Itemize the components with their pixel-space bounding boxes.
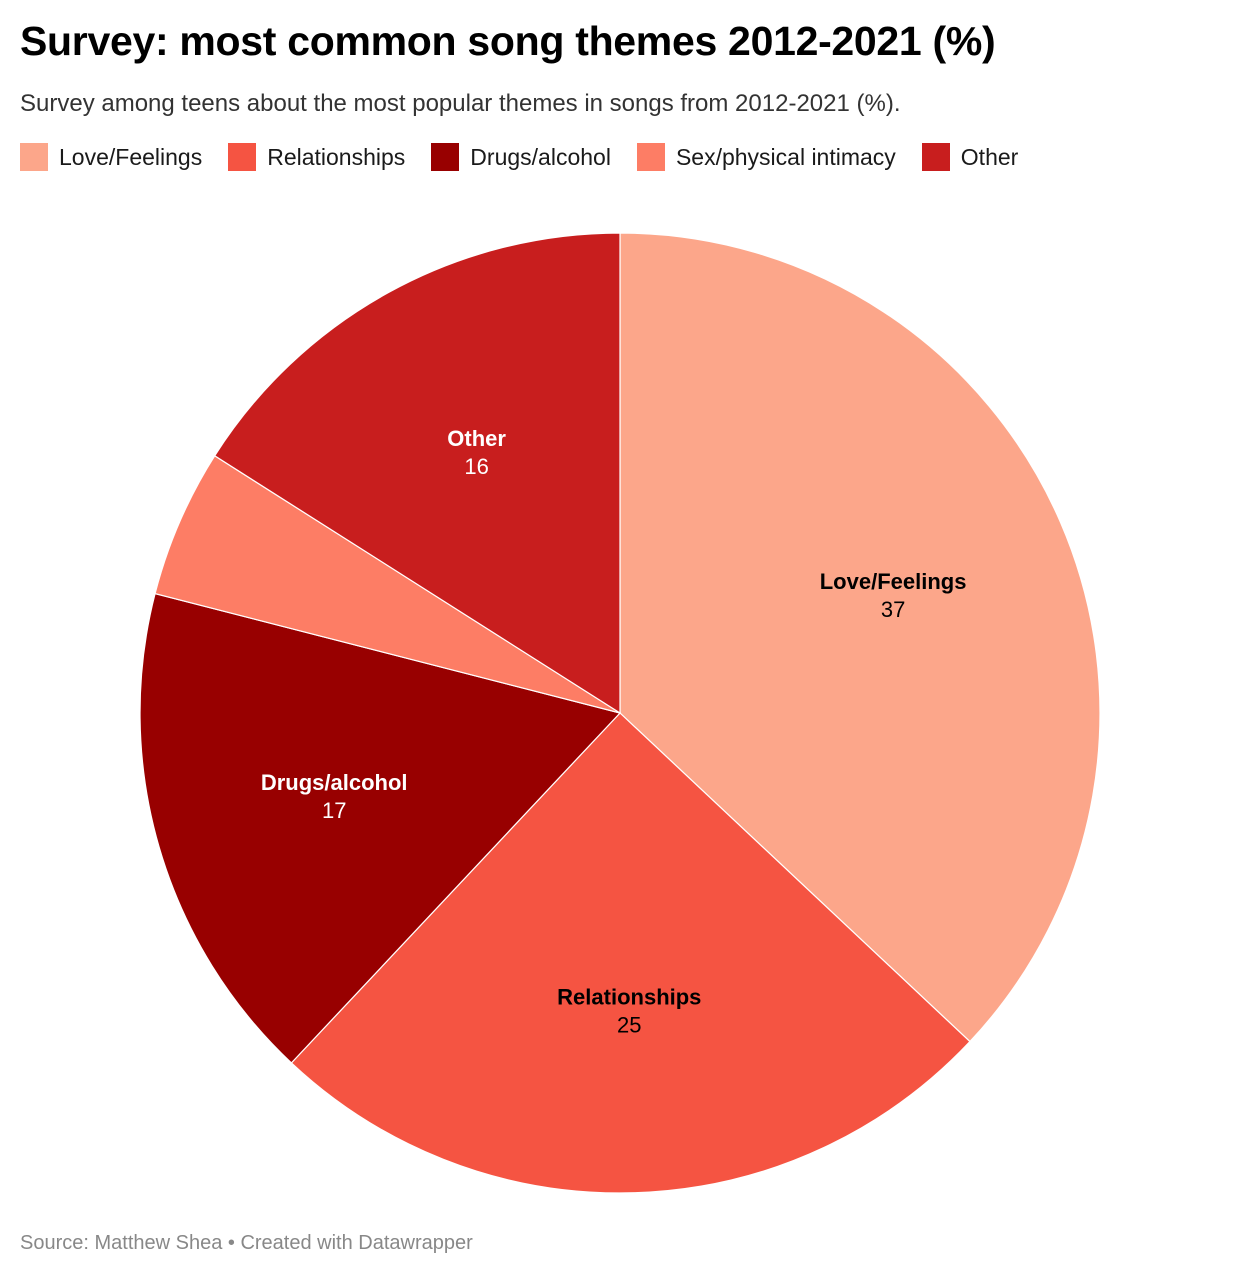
legend-swatch xyxy=(921,143,950,171)
legend-swatch xyxy=(636,143,665,171)
slice-value-love-feelings: 37 xyxy=(881,597,905,622)
pie-slice-love-feelings xyxy=(619,232,1101,1043)
legend: Love/Feelings Relationships Drugs/alcoho… xyxy=(20,143,1044,171)
legend-label: Other xyxy=(960,143,1019,170)
slice-label-other: Other xyxy=(447,426,506,451)
pie-slice-drugs-alcohol xyxy=(139,592,622,1064)
legend-item-sex-physical-intimacy: Sex/physical intimacy xyxy=(636,143,896,171)
slice-label-love-feelings: Love/Feelings xyxy=(820,569,967,594)
source-note: Source: Matthew Shea • Created with Data… xyxy=(20,1232,473,1254)
pie-slice-other xyxy=(213,232,621,715)
legend-item-other: Other xyxy=(921,143,1019,171)
legend-label: Sex/physical intimacy xyxy=(675,143,896,170)
legend-label: Relationships xyxy=(267,143,406,170)
slice-value-relationships: 25 xyxy=(617,1013,641,1038)
chart-title: Survey: most common song themes 2012-202… xyxy=(20,18,996,64)
pie-slice-sex-physical-intimacy xyxy=(154,454,621,714)
slice-value-drugs-alcohol: 17 xyxy=(322,798,346,823)
chart-subtitle: Survey among teens about the most popula… xyxy=(20,90,901,117)
slice-label-drugs-alcohol: Drugs/alcohol xyxy=(261,770,408,795)
legend-item-love-feelings: Love/Feelings xyxy=(20,143,202,171)
legend-item-drugs-alcohol: Drugs/alcohol xyxy=(431,143,611,171)
legend-item-relationships: Relationships xyxy=(228,143,405,171)
pie-chart: Love/Feelings 37 Relationships 25 Drugs/alco… xyxy=(139,232,1101,1194)
legend-swatch xyxy=(20,143,48,171)
pie-slice-relationships xyxy=(290,712,971,1194)
legend-swatch xyxy=(431,143,460,171)
legend-label: Drugs/alcohol xyxy=(470,143,611,170)
legend-swatch xyxy=(228,143,257,171)
legend-label: Love/Feelings xyxy=(59,143,203,170)
slice-value-other: 16 xyxy=(464,454,488,479)
slice-label-relationships: Relationships xyxy=(557,985,701,1010)
